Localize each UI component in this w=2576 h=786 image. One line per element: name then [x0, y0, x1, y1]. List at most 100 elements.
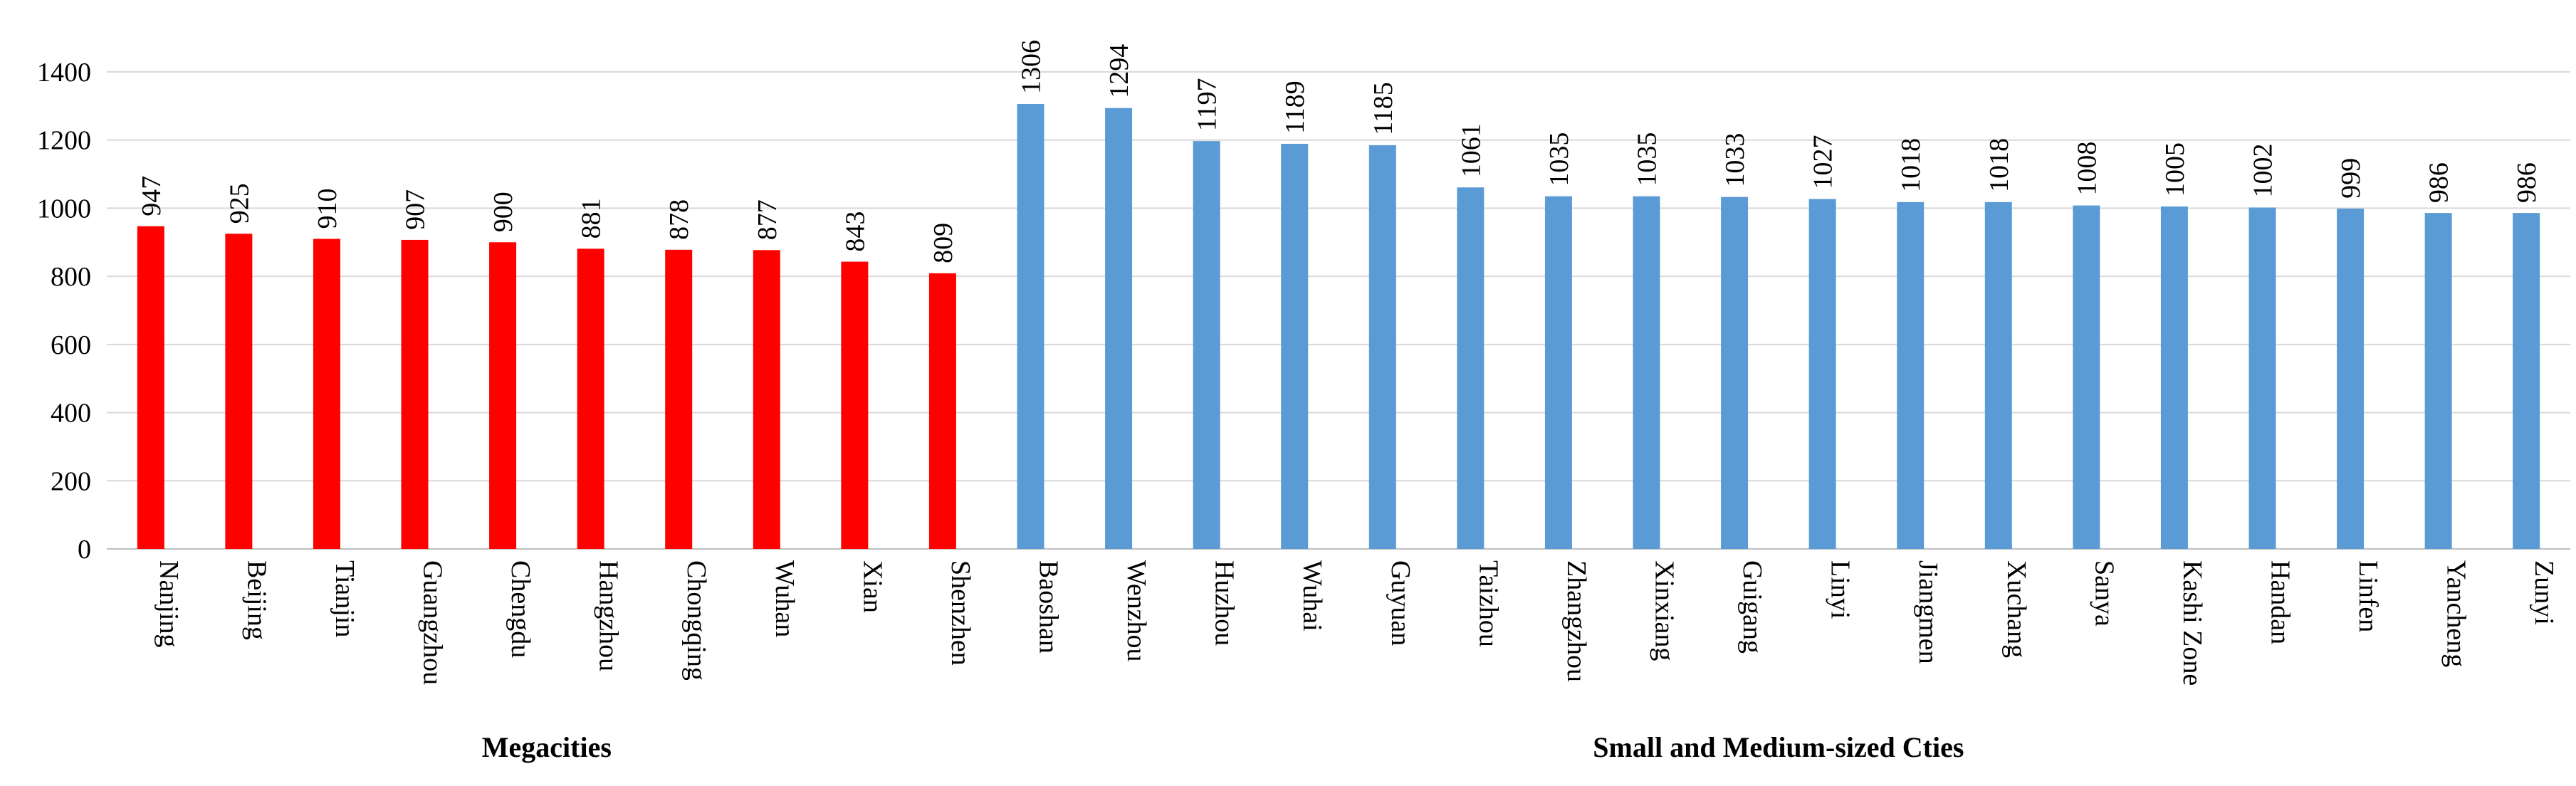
- data-label: 1185: [1368, 82, 1398, 135]
- bar: [2160, 206, 2188, 549]
- data-labels: 947 925 910 907 900 881 878 877 843 809 1306 1294 11…: [137, 40, 2542, 263]
- category-label: Beijing: [241, 560, 271, 640]
- y-tick-label: 400: [51, 399, 91, 429]
- bar: [1281, 143, 1309, 549]
- data-label: 1035: [1544, 132, 1574, 187]
- category-label: Xinxiang: [1650, 560, 1680, 661]
- data-label: 1197: [1193, 78, 1222, 132]
- y-tick-label: 800: [51, 262, 91, 292]
- category-label: Guigang: [1737, 560, 1767, 654]
- category-label: Guangzhou: [418, 560, 448, 685]
- data-label: 1002: [2248, 143, 2278, 197]
- bar: [841, 261, 869, 549]
- group-label: Megacities: [482, 731, 612, 763]
- category-label: Huzhou: [1210, 560, 1240, 646]
- data-label: 809: [928, 223, 958, 263]
- group-labels: Megacities Small and Medium-sized Cties: [482, 731, 1964, 763]
- category-label: Yancheng: [2441, 560, 2471, 667]
- y-axis-tick-labels: 0 200 400 600 800 1000 1200 1400: [37, 58, 91, 565]
- category-label: Xuchang: [2001, 560, 2031, 658]
- bar: [2073, 205, 2100, 549]
- category-label: Zunyi: [2529, 560, 2559, 625]
- data-label: 878: [664, 199, 694, 240]
- category-label: Hangzhou: [594, 560, 624, 671]
- data-label: 1061: [1456, 123, 1486, 177]
- category-label: Jiangmen: [1913, 560, 1943, 664]
- data-label: 843: [840, 211, 870, 252]
- bar: [1984, 201, 2012, 549]
- y-tick-label: 1000: [37, 194, 91, 224]
- category-label: Baoshan: [1034, 560, 1064, 654]
- bar: [1633, 196, 1660, 549]
- data-label: 925: [224, 183, 254, 224]
- category-label: Zhangzhou: [1561, 560, 1591, 682]
- data-label: 1005: [2160, 142, 2190, 197]
- bar: [401, 239, 429, 549]
- data-label: 1018: [1984, 138, 2014, 192]
- category-label: Nanjing: [154, 560, 184, 647]
- bar: [2248, 207, 2276, 549]
- data-label: 1033: [1720, 133, 1750, 187]
- category-label: Handan: [2266, 560, 2295, 644]
- data-label: 881: [577, 198, 607, 239]
- data-label: 1189: [1280, 80, 1310, 134]
- bar: [2337, 208, 2365, 549]
- category-label: Xian: [857, 560, 887, 613]
- category-label: Sanya: [2089, 560, 2119, 627]
- category-label: Chongqing: [681, 560, 711, 681]
- bar: [313, 239, 340, 549]
- category-label: Linyi: [1826, 560, 1855, 619]
- y-tick-label: 0: [78, 535, 91, 565]
- data-label: 910: [313, 188, 342, 229]
- y-tick-label: 1400: [37, 58, 91, 88]
- category-label: Wuhai: [1297, 560, 1327, 632]
- data-label: 1018: [1896, 138, 1926, 192]
- bar: [1721, 197, 1749, 549]
- data-label: 900: [488, 192, 518, 232]
- bar: [928, 273, 956, 549]
- bar: [489, 242, 517, 549]
- y-tick-label: 600: [51, 330, 91, 360]
- bar: [753, 250, 780, 549]
- category-label: Guyuan: [1386, 560, 1415, 646]
- bar: [1808, 199, 1836, 549]
- bar: [1457, 187, 1485, 549]
- data-label: 999: [2336, 158, 2366, 199]
- x-axis-category-labels: Nanjing Beijing Tianjin Guangzhou Chengdu Han…: [154, 560, 2559, 686]
- data-label: 986: [2512, 162, 2542, 203]
- data-label: 907: [401, 189, 431, 230]
- bar: [665, 249, 693, 549]
- group-label: Small and Medium-sized Cties: [1593, 731, 1964, 763]
- data-label: 1008: [2072, 142, 2102, 196]
- y-tick-label: 200: [51, 466, 91, 496]
- bar: [1897, 201, 1925, 549]
- bar: [577, 248, 604, 549]
- category-label: Linfen: [2353, 560, 2383, 632]
- category-label: Shenzhen: [946, 560, 975, 666]
- gridlines: [107, 71, 2570, 550]
- bar: [1544, 196, 1572, 549]
- category-label: Wenzhou: [1121, 560, 1151, 662]
- data-label: 986: [2424, 162, 2454, 203]
- bar: [225, 234, 253, 549]
- data-label: 877: [753, 199, 782, 240]
- category-label: Kashi Zone: [2177, 560, 2207, 686]
- bar: [1193, 141, 1220, 549]
- bar: [137, 226, 164, 549]
- bar: [2513, 213, 2540, 549]
- data-label: 1035: [1633, 132, 1663, 187]
- bar: [1017, 103, 1044, 549]
- bars: [137, 103, 2540, 550]
- category-label: Wuhan: [770, 560, 800, 637]
- data-label: 1027: [1808, 135, 1838, 189]
- data-label: 1306: [1017, 40, 1047, 94]
- category-label: Taizhou: [1473, 560, 1503, 647]
- data-label: 947: [137, 176, 167, 216]
- bar: [2424, 213, 2452, 549]
- bar: [1105, 108, 1133, 549]
- category-label: Chengdu: [506, 560, 535, 658]
- category-label: Tianjin: [330, 560, 360, 637]
- data-label: 1294: [1104, 44, 1134, 98]
- bar: [1368, 145, 1396, 550]
